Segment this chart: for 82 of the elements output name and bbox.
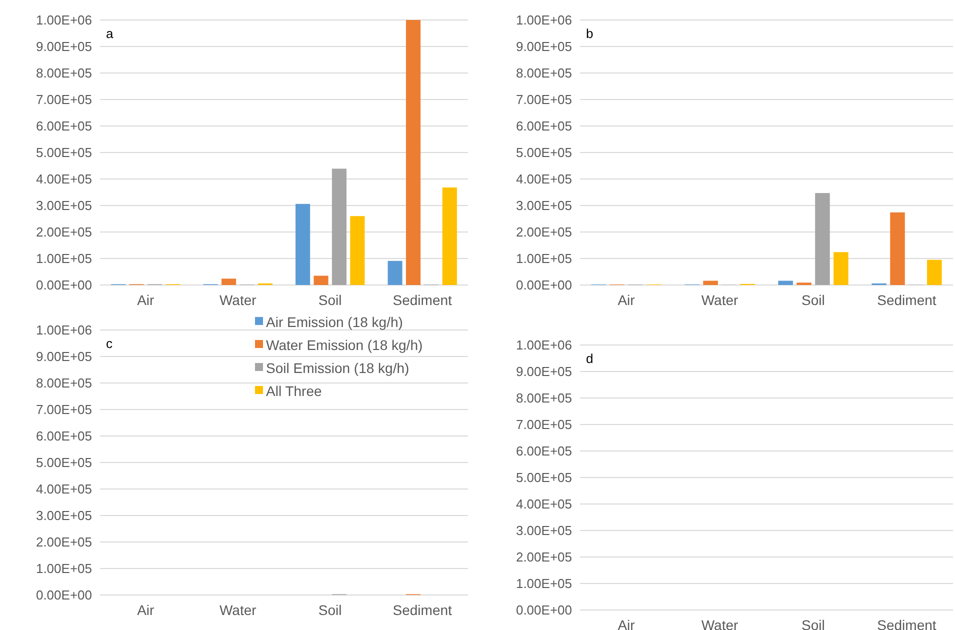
y-tick-label: 7.00E+05 xyxy=(516,417,572,432)
y-tick-label: 7.00E+05 xyxy=(36,92,92,108)
x-tick-label: Sediment xyxy=(392,602,452,618)
y-tick-label: 1.00E+05 xyxy=(516,251,572,266)
bar xyxy=(350,216,365,285)
y-tick-label: 9.00E+05 xyxy=(36,39,92,54)
x-tick-label: Sediment xyxy=(392,292,452,308)
y-tick-label: 5.00E+05 xyxy=(36,455,92,470)
y-tick-label: 5.00E+05 xyxy=(516,145,572,160)
text: b xyxy=(586,26,594,41)
y-tick-label: 7.00E+05 xyxy=(36,402,92,418)
x-tick-label: Air xyxy=(618,617,636,630)
legend-label: Soil Emission (18 kg/h) xyxy=(266,360,410,376)
y-tick-label: 3.00E+05 xyxy=(516,523,572,538)
text: c xyxy=(106,336,113,351)
x-tick-label: Water xyxy=(219,602,257,618)
bar xyxy=(703,280,718,285)
y-tick-label: 6.00E+05 xyxy=(36,428,92,444)
y-tick-label: 6.00E+05 xyxy=(516,118,572,134)
bar xyxy=(406,20,421,285)
y-tick-label: 2.00E+05 xyxy=(516,224,572,240)
y-tick-label: 8.00E+05 xyxy=(516,390,572,406)
bar xyxy=(778,280,793,285)
y-tick-label: 2.00E+05 xyxy=(516,550,572,565)
legend-label: Air Emission (18 kg/h) xyxy=(266,314,403,330)
text: a xyxy=(106,26,114,41)
x-tick-label: Soil xyxy=(802,617,825,630)
y-tick-label: 1.00E+06 xyxy=(516,12,572,28)
y-tick-label: 1.00E+05 xyxy=(36,561,92,576)
y-tick-label: 0.00E+00 xyxy=(36,588,92,603)
text: d xyxy=(586,351,594,366)
bar xyxy=(834,252,848,285)
y-tick-label: 5.00E+05 xyxy=(516,470,572,486)
x-tick-label: Soil xyxy=(318,602,342,618)
bar xyxy=(815,193,830,285)
x-tick-label: Water xyxy=(701,292,738,308)
legend-label: Water Emission (18 kg/h) xyxy=(266,336,423,353)
x-tick-label: Sediment xyxy=(877,617,936,630)
y-tick-label: 8.00E+05 xyxy=(36,376,92,391)
bar xyxy=(314,276,328,285)
y-tick-label: 1.00E+06 xyxy=(36,12,92,28)
y-tick-label: 8.00E+05 xyxy=(516,66,572,81)
x-tick-label: Water xyxy=(219,292,257,308)
y-tick-label: 5.00E+05 xyxy=(36,145,92,160)
y-tick-label: 1.00E+05 xyxy=(36,251,92,266)
y-tick-label: 4.00E+05 xyxy=(36,172,92,187)
y-tick-label: 9.00E+05 xyxy=(516,364,572,380)
x-tick-label: Air xyxy=(618,292,636,308)
y-tick-label: 3.00E+05 xyxy=(516,198,572,214)
bar xyxy=(442,187,457,285)
y-tick-label: 4.00E+05 xyxy=(516,172,572,187)
y-tick-label: 9.00E+05 xyxy=(516,39,572,54)
y-tick-label: 3.00E+05 xyxy=(36,198,92,214)
y-tick-label: 4.00E+05 xyxy=(36,482,92,497)
x-tick-label: Water xyxy=(701,617,738,630)
y-tick-label: 2.00E+05 xyxy=(36,534,92,550)
y-tick-label: 1.00E+06 xyxy=(516,338,572,353)
bar xyxy=(890,212,905,285)
y-tick-label: 1.00E+06 xyxy=(36,322,92,338)
y-tick-label: 0.00E+00 xyxy=(36,278,92,293)
y-tick-label: 0.00E+00 xyxy=(516,602,572,618)
bar xyxy=(927,260,942,285)
y-tick-label: 9.00E+05 xyxy=(36,349,92,364)
x-tick-label: Air xyxy=(137,292,155,308)
x-tick-label: Air xyxy=(137,602,155,618)
y-tick-label: 3.00E+05 xyxy=(36,508,92,524)
legend-label: All Three xyxy=(266,382,322,399)
y-tick-label: 6.00E+05 xyxy=(36,118,92,134)
y-tick-label: 7.00E+05 xyxy=(516,92,572,108)
x-tick-label: Soil xyxy=(318,292,342,308)
bar xyxy=(388,260,402,285)
y-tick-label: 0.00E+00 xyxy=(516,278,572,293)
y-tick-label: 6.00E+05 xyxy=(516,444,572,459)
x-tick-label: Sediment xyxy=(877,292,936,308)
bar xyxy=(222,278,236,285)
x-tick-label: Soil xyxy=(802,292,825,308)
y-tick-label: 8.00E+05 xyxy=(36,66,92,81)
y-tick-label: 4.00E+05 xyxy=(516,496,572,512)
y-tick-label: 1.00E+05 xyxy=(516,576,572,592)
y-tick-label: 2.00E+05 xyxy=(36,224,92,240)
bar xyxy=(332,168,346,285)
bar xyxy=(296,204,310,285)
